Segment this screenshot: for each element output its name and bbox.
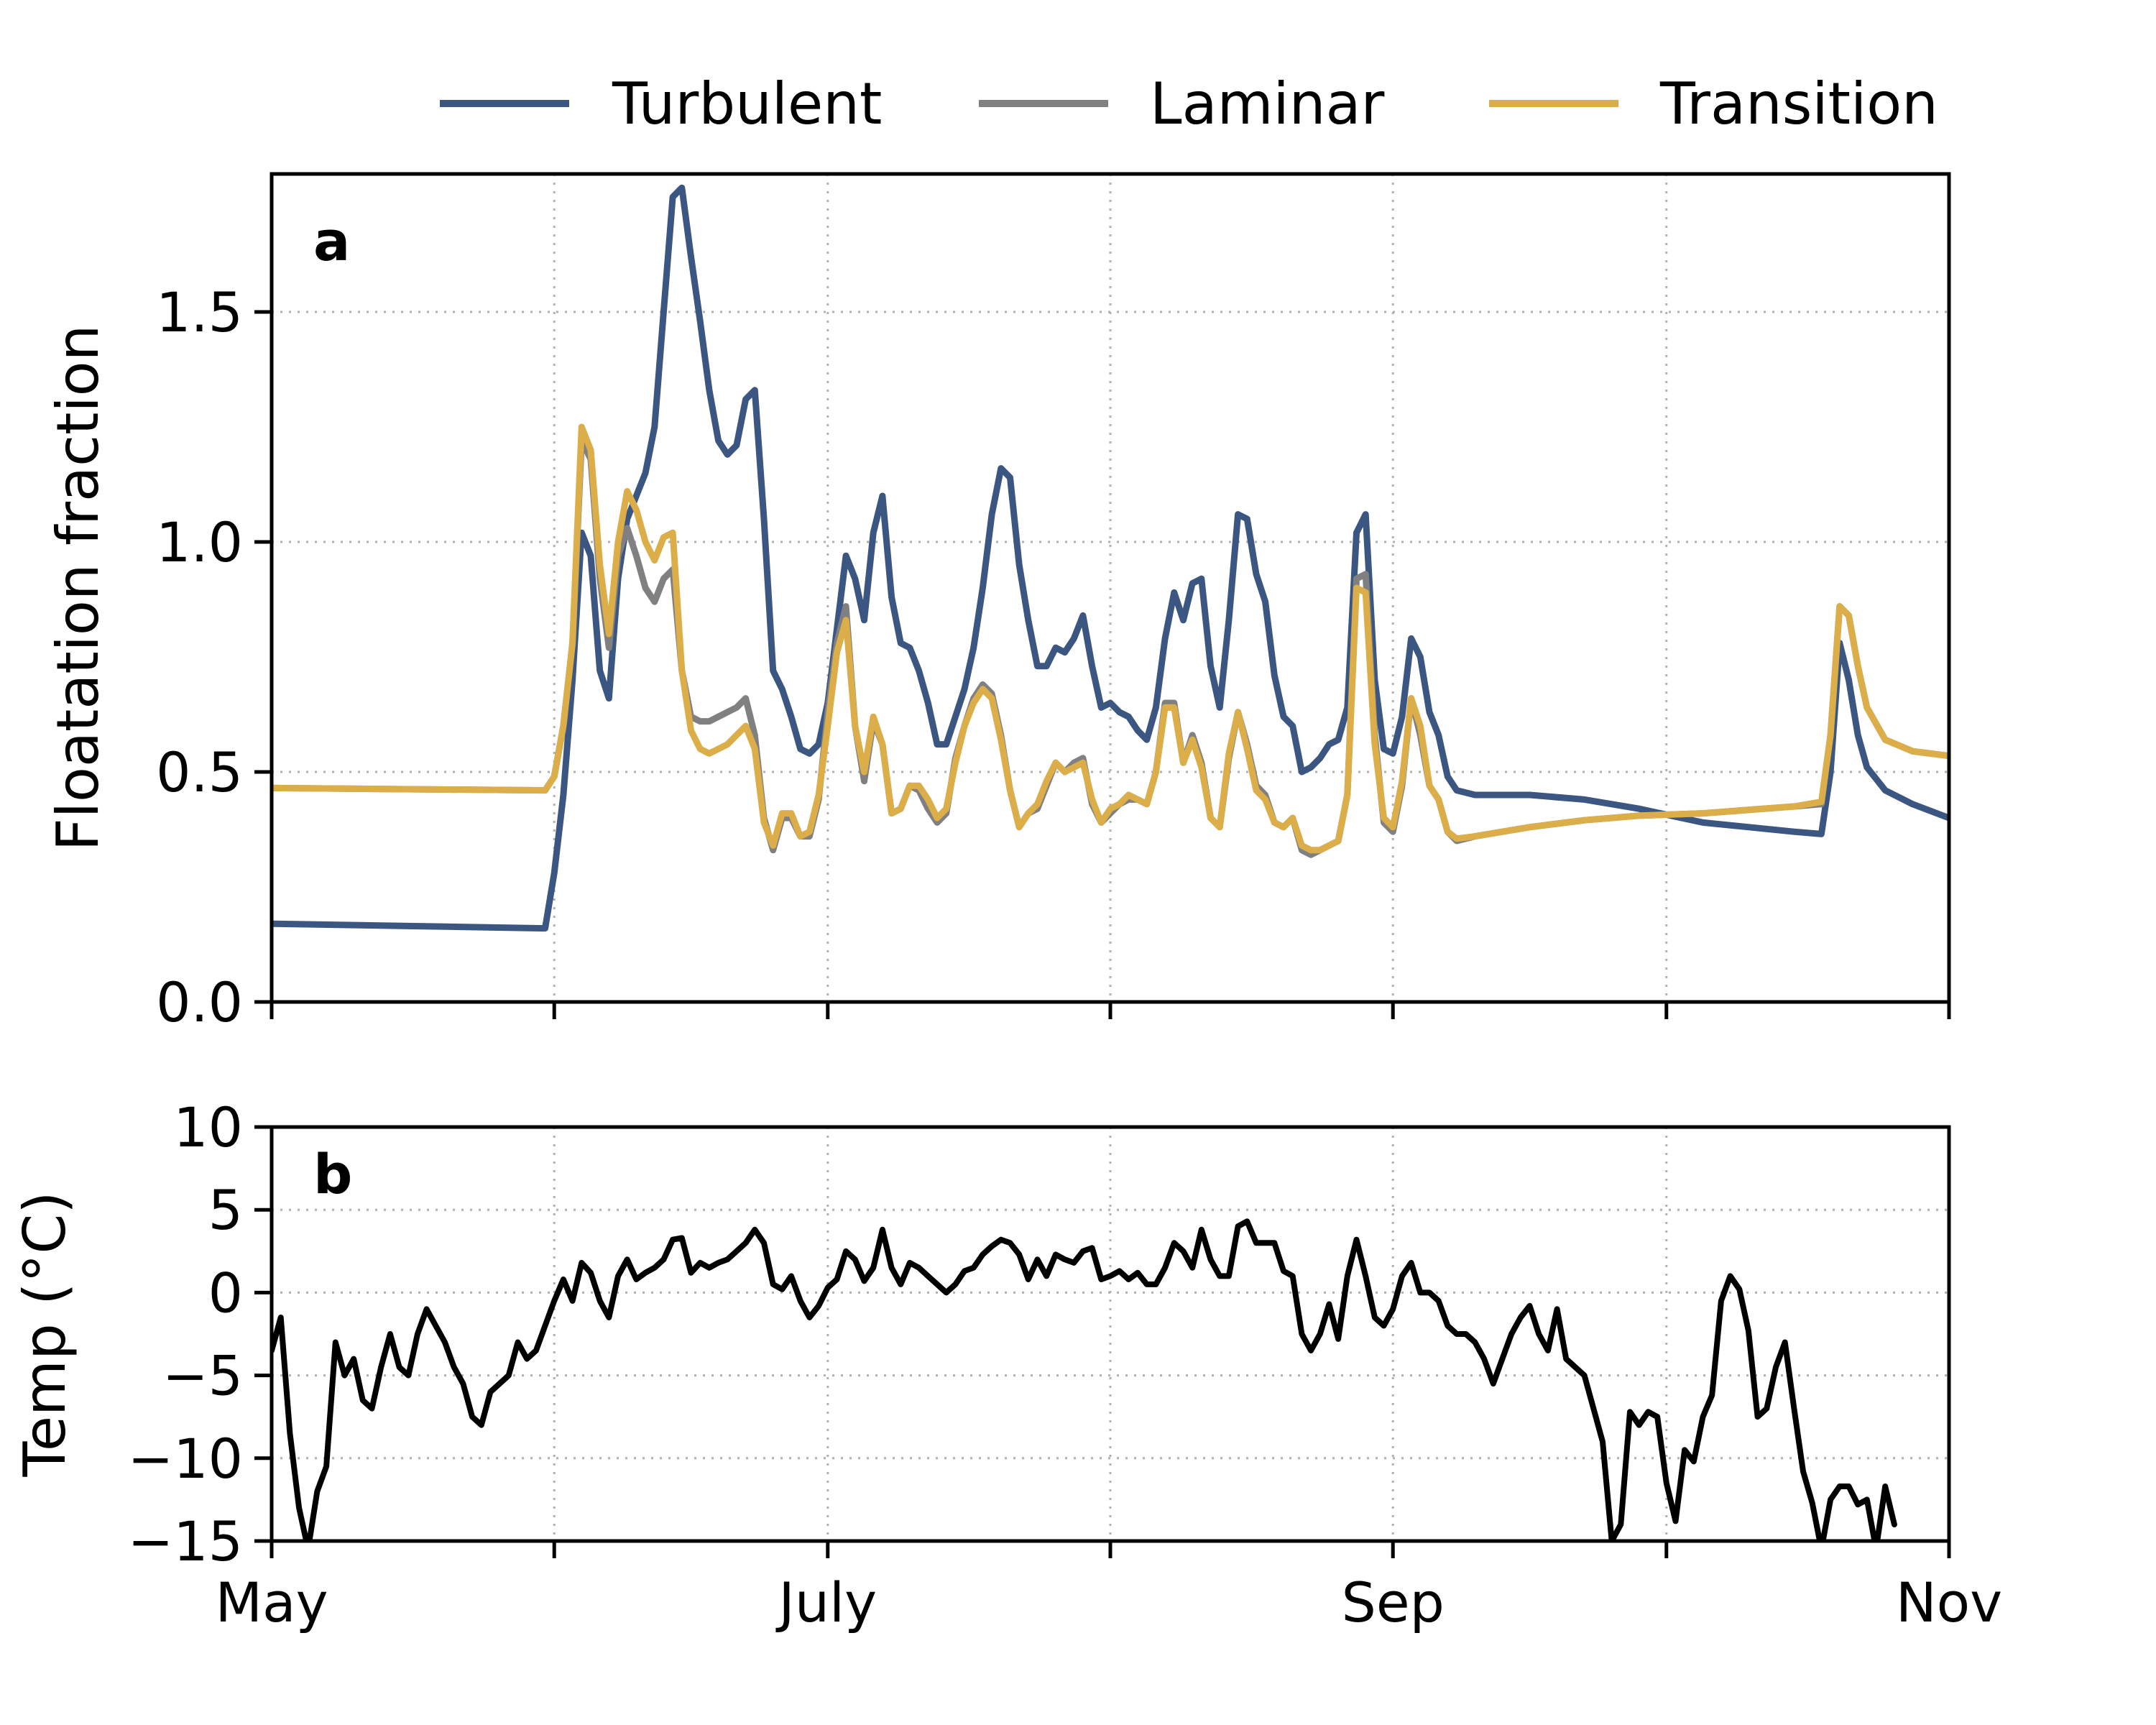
panel-b-ytick-label: −15 (128, 1509, 243, 1573)
panel-b-ylabel: Temp (°C) (11, 1192, 78, 1478)
x-tick-label: May (215, 1570, 328, 1634)
panel-b-ytick-label: −5 (162, 1344, 243, 1408)
legend-entry-laminar: Laminar (979, 70, 1384, 137)
x-tick-label: July (775, 1570, 877, 1634)
series-line-turbulent (272, 184, 1949, 932)
panel-a-ytick-label: 0.5 (156, 740, 243, 804)
panel-a-ytick-label: 0.0 (156, 970, 243, 1034)
panel-a-ylabel: Floatation fraction (45, 325, 111, 852)
legend: Turbulent Laminar Transition (440, 70, 1938, 137)
panel-a-ticks: 0.0 0.5 1.0 1.5 (156, 280, 1951, 1034)
legend-label-turbulent: Turbulent (612, 70, 882, 137)
panel-b-ytick-label: 0 (208, 1261, 243, 1325)
panel-b-ytick-label: 10 (173, 1095, 243, 1159)
panel-b-ticks: May July Sep Nov 10 5 0 −5 −10 −15 (128, 1095, 2003, 1634)
legend-entry-turbulent: Turbulent (440, 70, 882, 137)
legend-entry-transition: Transition (1489, 70, 1938, 137)
legend-label-transition: Transition (1659, 70, 1938, 137)
panel-a-grid (272, 174, 1949, 1002)
panel-a-lines (272, 184, 1949, 932)
legend-label-laminar: Laminar (1150, 70, 1384, 137)
x-tick-label: Sep (1342, 1570, 1445, 1634)
panel-b-letter: b (313, 1142, 352, 1206)
panel-b-ytick-label: 5 (208, 1178, 243, 1242)
panel-a: 0.0 0.5 1.0 1.5 a Floatation fraction (45, 172, 1951, 1034)
panel-a-ytick-label: 1.5 (156, 280, 243, 344)
x-tick-label: Nov (1896, 1570, 2002, 1634)
series-line-transition (272, 423, 1949, 854)
series-line-temperature (272, 1218, 1897, 1541)
panel-a-ytick-label: 1.0 (156, 510, 243, 574)
panel-b: May July Sep Nov 10 5 0 −5 −10 −15 b Temp (°C) (11, 1095, 2002, 1634)
panel-a-letter: a (313, 209, 350, 273)
panel-b-ytick-label: −10 (128, 1427, 243, 1491)
panel-b-lines (272, 1218, 1897, 1541)
